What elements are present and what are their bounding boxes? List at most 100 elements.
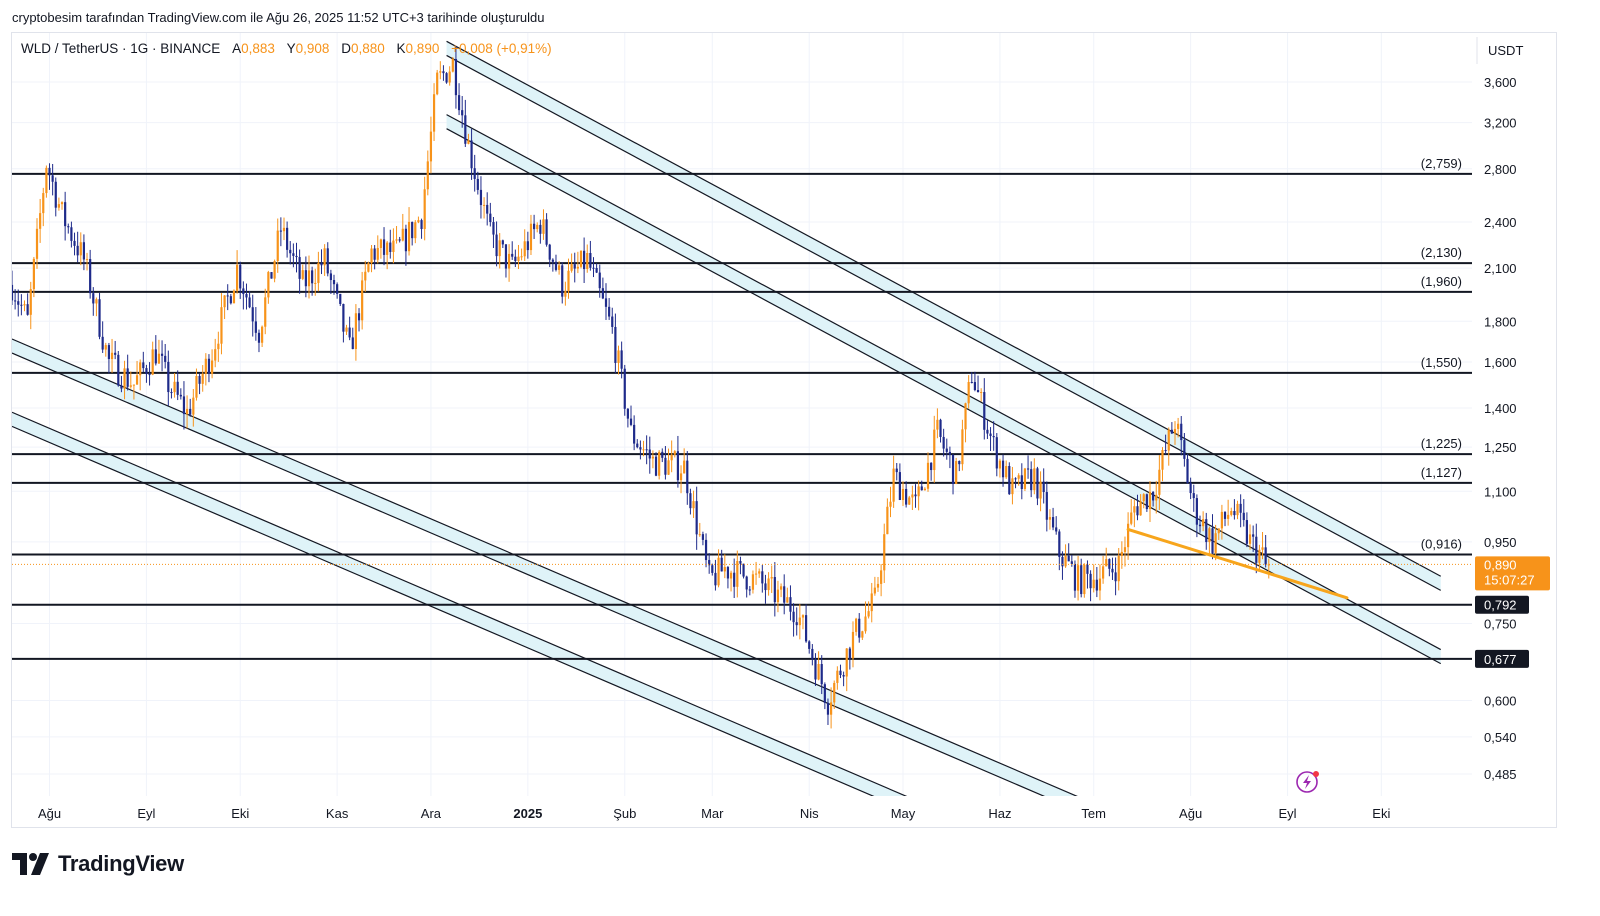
level-label: (1,127) [1421,465,1462,480]
candle-body [429,131,433,162]
candle-body [486,204,489,214]
candle-body [1217,528,1220,534]
candle [398,236,401,243]
low-value: 0,880 [350,41,385,56]
candle [386,240,389,270]
candle [126,354,129,391]
candle-body [254,321,257,333]
candle-body [1008,466,1011,495]
candle [1127,512,1130,560]
candle-body [858,618,861,638]
candle-body [201,373,204,384]
candle [261,325,264,347]
candle-body [901,488,905,501]
candle-body [867,611,870,617]
candle [679,465,683,494]
candle [107,342,111,374]
candle-body [898,472,901,501]
candle [761,565,764,593]
candle-body [914,494,917,497]
candle-body [1080,565,1083,595]
candle [817,651,820,681]
x-tick-label: Eki [231,806,249,821]
candle-body [601,288,604,299]
candle-body [132,384,136,386]
candle [917,480,920,511]
candle-body [501,240,504,245]
candle-body [1051,517,1055,528]
candle-body [457,95,461,111]
candle-body [548,244,551,260]
candle-body [604,298,608,307]
candle [1255,523,1258,574]
candle-body [814,659,817,680]
candle-body [683,460,686,474]
candle-body [29,289,32,315]
candle [1211,514,1214,560]
candle-body [467,140,470,144]
candle [251,294,254,337]
candle-body [917,486,920,497]
y-tick-label: 0,750 [1484,617,1517,632]
level-tag-bg [1475,649,1529,668]
candle [404,224,408,266]
candle [970,372,973,384]
candle-body [332,280,336,285]
candle-body [908,497,911,505]
candle [376,235,379,264]
candle-body [1267,564,1270,566]
candle-body [339,293,342,304]
candle [1001,454,1005,487]
candle-body [1180,423,1183,441]
candle [479,176,483,219]
candle-body [404,228,408,252]
candle-body [1073,563,1077,591]
candle [1076,555,1080,601]
y-tick-label: 2,100 [1484,261,1517,276]
candle [933,415,936,483]
candle-body [1123,547,1127,552]
candle [1192,484,1195,512]
candle [389,229,392,259]
candle-body [773,577,776,603]
candle-body [267,272,270,298]
candle [989,427,992,451]
candle [895,462,898,481]
candle [76,231,79,263]
candle-body [407,221,411,252]
candle [164,343,167,369]
candle [1014,477,1017,489]
candle [855,617,858,636]
candle [504,244,508,278]
level-lines: (2,759) (2,130) (1,960) (1,550) (1,225) (1,12… [12,156,1472,660]
candle [114,340,117,360]
candle-body [389,242,392,252]
candle [1167,427,1170,466]
x-tick-label: May [891,806,916,821]
candle-body [883,534,886,571]
candle [464,99,467,147]
candle-body [448,71,451,83]
candle-body [926,462,930,489]
candle [945,438,948,460]
candle-body [1095,579,1098,591]
candle-body [742,563,745,577]
candle [473,154,476,192]
candle-body [798,617,801,626]
tradingview-logo[interactable]: TradingView [12,850,184,878]
orange-trendline [1126,527,1349,600]
candle-body [930,462,933,471]
candle-body [270,272,273,279]
candle [357,308,361,332]
candle [1248,524,1252,550]
candle-body [1198,524,1202,527]
candle [498,233,501,269]
candle-body [295,255,298,258]
candle-body [235,264,239,291]
candle [820,655,823,695]
candle [770,565,773,594]
alert-icon[interactable] [1296,771,1319,793]
candle-body [1120,551,1123,556]
candle [539,219,542,244]
